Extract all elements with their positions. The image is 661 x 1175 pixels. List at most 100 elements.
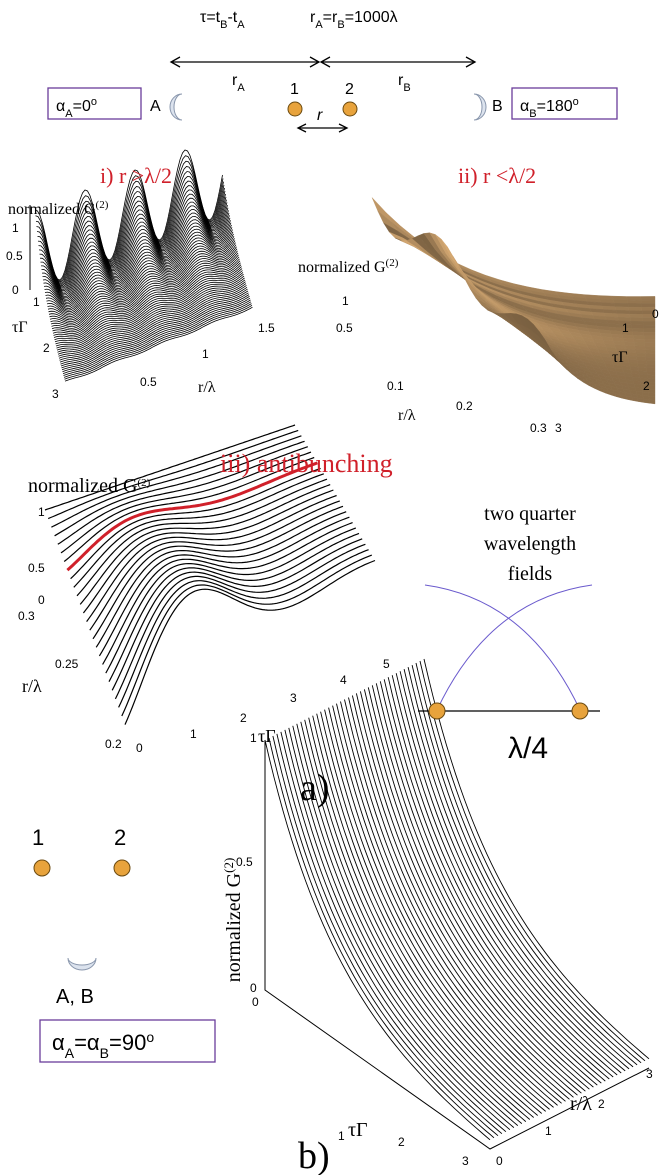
- text-part: o: [91, 96, 97, 108]
- surface-cell: [632, 328, 644, 332]
- surface-cell: [641, 296, 655, 300]
- surface-cell: [644, 332, 655, 336]
- surface-cell: [628, 304, 642, 308]
- z-tick: 0: [38, 593, 45, 607]
- corner-tick: 0: [252, 995, 259, 1009]
- t-tick: 3: [52, 387, 59, 401]
- surface-line: [372, 685, 597, 1085]
- text-part: B: [403, 82, 410, 94]
- surface-cell: [646, 361, 655, 365]
- surface-cell: [643, 321, 655, 325]
- atom: [343, 102, 357, 116]
- text-part: =1000λ: [345, 9, 398, 26]
- z-tick: 0.5: [6, 249, 23, 263]
- panel-title: iii) antibunching: [220, 449, 393, 478]
- surface-cell: [630, 318, 643, 322]
- alpha-label: αA=αB=90o: [52, 1029, 154, 1061]
- z-tick: 0.5: [28, 561, 45, 575]
- surface-line: [392, 675, 617, 1075]
- surface-line: [416, 663, 641, 1063]
- surface-cell: [633, 332, 645, 336]
- z-tick: 0: [250, 981, 257, 995]
- surface-cell: [647, 371, 655, 375]
- panel-label: a): [300, 767, 330, 809]
- atom: [572, 703, 588, 719]
- surface-cell: [647, 368, 655, 372]
- text-part: B: [220, 19, 227, 31]
- atom-label: 2: [345, 81, 354, 98]
- surface-cell: [634, 342, 645, 346]
- t-tick: 2: [240, 711, 247, 725]
- surface-cell: [646, 364, 655, 368]
- r-tick: 0.2: [105, 737, 122, 751]
- surface-cell: [634, 339, 645, 343]
- surface-line: [408, 667, 633, 1067]
- r-tick: 0.25: [55, 657, 79, 671]
- text-part: α: [52, 1030, 65, 1055]
- t-tick: 1: [33, 295, 40, 309]
- text-part: B: [337, 19, 344, 31]
- t-label: τΓ: [348, 1119, 368, 1141]
- atom-label: 1: [32, 825, 44, 850]
- surface-cell: [637, 357, 647, 361]
- surface-cell: [644, 336, 655, 340]
- text-part: α: [56, 98, 65, 115]
- text-part: =α: [74, 1030, 100, 1055]
- surface-line: [368, 687, 593, 1087]
- t-tick: 2: [43, 341, 50, 355]
- z-tick: 1: [38, 505, 45, 519]
- t-label: τΓ: [12, 319, 28, 336]
- text-part: (2): [386, 257, 399, 269]
- surface-cell: [645, 343, 655, 347]
- distance-label: rA=rB=1000λ: [310, 9, 398, 31]
- text-part: B: [529, 108, 536, 120]
- panel-title: ii) r <λ/2: [458, 163, 536, 188]
- text-part: normalized G: [223, 873, 245, 982]
- alpha-a: αA=0o: [56, 96, 97, 120]
- r-tick: 1: [202, 347, 209, 361]
- text-part: A: [237, 19, 245, 31]
- text-part: =180: [537, 98, 573, 115]
- surface-cell: [616, 310, 630, 314]
- r-tick: 0.3: [530, 421, 547, 435]
- field-curve: [437, 585, 592, 710]
- surface-line: [388, 677, 613, 1077]
- surface-line: [424, 659, 649, 1059]
- mirror: [474, 94, 486, 120]
- alpha-b: αB=180o: [520, 96, 579, 120]
- surface-cell: [645, 346, 655, 350]
- text-part: =r: [323, 9, 338, 26]
- mirror: [68, 958, 96, 970]
- t-tick: 0: [652, 307, 659, 321]
- r-tick: 3: [646, 1067, 653, 1081]
- surface-cell: [646, 357, 655, 361]
- r-tick: 1.5: [258, 321, 275, 335]
- atom: [114, 860, 130, 876]
- inset-line: wavelength: [484, 533, 576, 555]
- z-label: normalized G(2): [298, 257, 399, 276]
- surface-cell: [631, 325, 643, 329]
- z-label: normalized G(2): [8, 199, 109, 218]
- surface-cell: [633, 335, 644, 339]
- text-part: -t: [227, 9, 237, 26]
- text-part: normalized G: [8, 201, 96, 218]
- text-part: normalized G: [298, 259, 386, 276]
- surface-cell: [643, 329, 655, 333]
- text-part: A: [237, 82, 245, 94]
- r-tick: 2: [598, 1097, 605, 1111]
- surface-line: [376, 683, 601, 1083]
- text-part: normalized G: [28, 475, 137, 497]
- atom-label: 2: [114, 825, 126, 850]
- z-tick: 1: [12, 221, 19, 235]
- t-tick: 3: [555, 421, 562, 435]
- ra-label: rA: [232, 72, 245, 94]
- text-part: o: [573, 96, 579, 108]
- atom: [34, 860, 50, 876]
- surface-cell: [613, 300, 628, 304]
- z-tick: 1: [342, 294, 349, 308]
- text-part: B: [100, 1045, 109, 1061]
- spacing-label: λ/4: [508, 732, 548, 765]
- r-tick: 0.3: [18, 609, 35, 623]
- r-label: r/λ: [398, 407, 416, 424]
- text-part: o: [146, 1029, 154, 1045]
